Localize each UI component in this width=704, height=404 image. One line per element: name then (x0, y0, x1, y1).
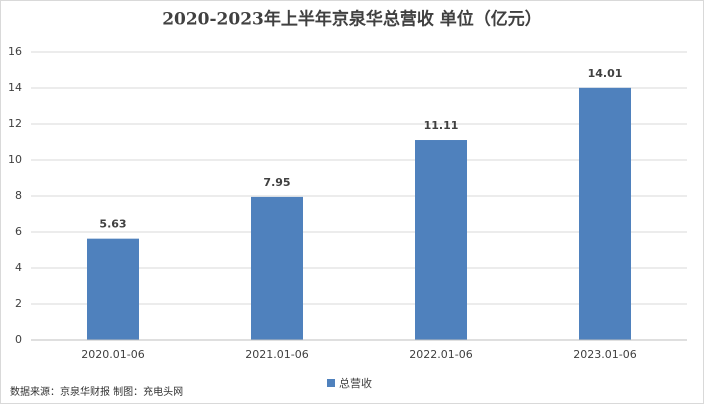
value-label: 11.11 (424, 119, 459, 132)
y-tick-label: 8 (15, 189, 22, 202)
y-tick-label: 4 (15, 261, 22, 274)
bar (251, 196, 303, 340)
legend-label: 总营收 (339, 376, 372, 390)
y-tick-label: 12 (8, 117, 22, 130)
bar (87, 238, 139, 340)
value-label: 7.95 (263, 176, 290, 189)
y-tick-label: 0 (15, 333, 22, 346)
bar (579, 87, 631, 340)
x-tick-label: 2022.01-06 (409, 348, 472, 361)
y-tick-label: 16 (8, 45, 22, 58)
x-tick-label: 2021.01-06 (245, 348, 308, 361)
y-tick-label: 14 (8, 81, 22, 94)
chart-title: 2020-2023年上半年京泉华总营收 单位（亿元） (162, 9, 542, 30)
x-tick-label: 2020.01-06 (81, 348, 144, 361)
bar (415, 140, 467, 340)
x-tick-label: 2023.01-06 (573, 348, 636, 361)
value-label: 5.63 (99, 218, 126, 231)
legend-swatch (327, 379, 335, 387)
y-tick-label: 2 (15, 297, 22, 310)
source-note: 数据来源：京泉华财报 制图：充电头网 (10, 385, 183, 398)
y-tick-label: 10 (8, 153, 22, 166)
y-tick-label: 6 (15, 225, 22, 238)
value-label: 14.01 (588, 67, 623, 80)
